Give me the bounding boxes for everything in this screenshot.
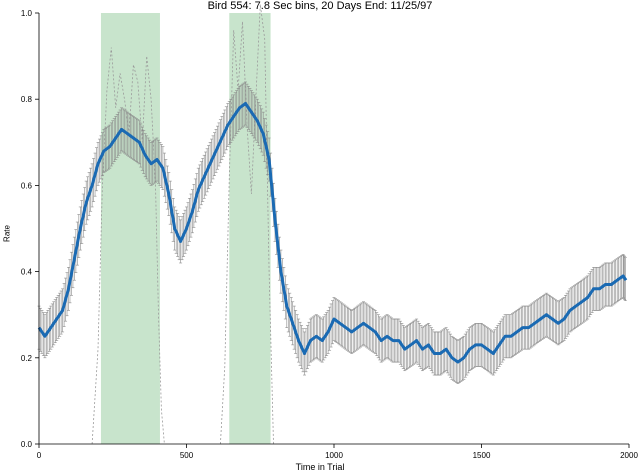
individual-trace-2 <box>220 4 274 445</box>
y-tick-label: 0.0 <box>21 440 33 449</box>
x-ticks: 0 500 1000 1500 2000 <box>37 444 638 460</box>
x-tick-label: 0 <box>37 451 42 460</box>
individual-traces <box>91 4 274 445</box>
chart-title: Bird 554: 7.8 Sec bins, 20 Days End: 11/… <box>207 0 433 12</box>
shaded-region-2 <box>229 13 271 444</box>
y-tick-label: 0.8 <box>21 95 33 104</box>
y-tick-label: 0.6 <box>21 181 33 190</box>
y-ticks: 0.0 0.2 0.4 0.6 0.8 1.0 <box>21 9 39 449</box>
mean-rate-line <box>37 102 628 364</box>
x-tick-label: 1500 <box>473 451 491 460</box>
x-tick-label: 1000 <box>325 451 343 460</box>
y-axis-label: Rate <box>2 225 12 242</box>
shaded-region-1 <box>100 13 160 444</box>
x-tick-label: 2000 <box>620 451 638 460</box>
y-tick-label: 0.4 <box>21 268 33 277</box>
y-tick-label: 1.0 <box>21 9 33 18</box>
x-axis-label: Time in Trial <box>295 462 345 472</box>
x-tick-label: 500 <box>180 451 194 460</box>
shaded-regions <box>100 13 271 444</box>
mean-line <box>37 102 628 364</box>
individual-trace-1 <box>91 47 165 445</box>
y-tick-label: 0.2 <box>21 354 33 363</box>
